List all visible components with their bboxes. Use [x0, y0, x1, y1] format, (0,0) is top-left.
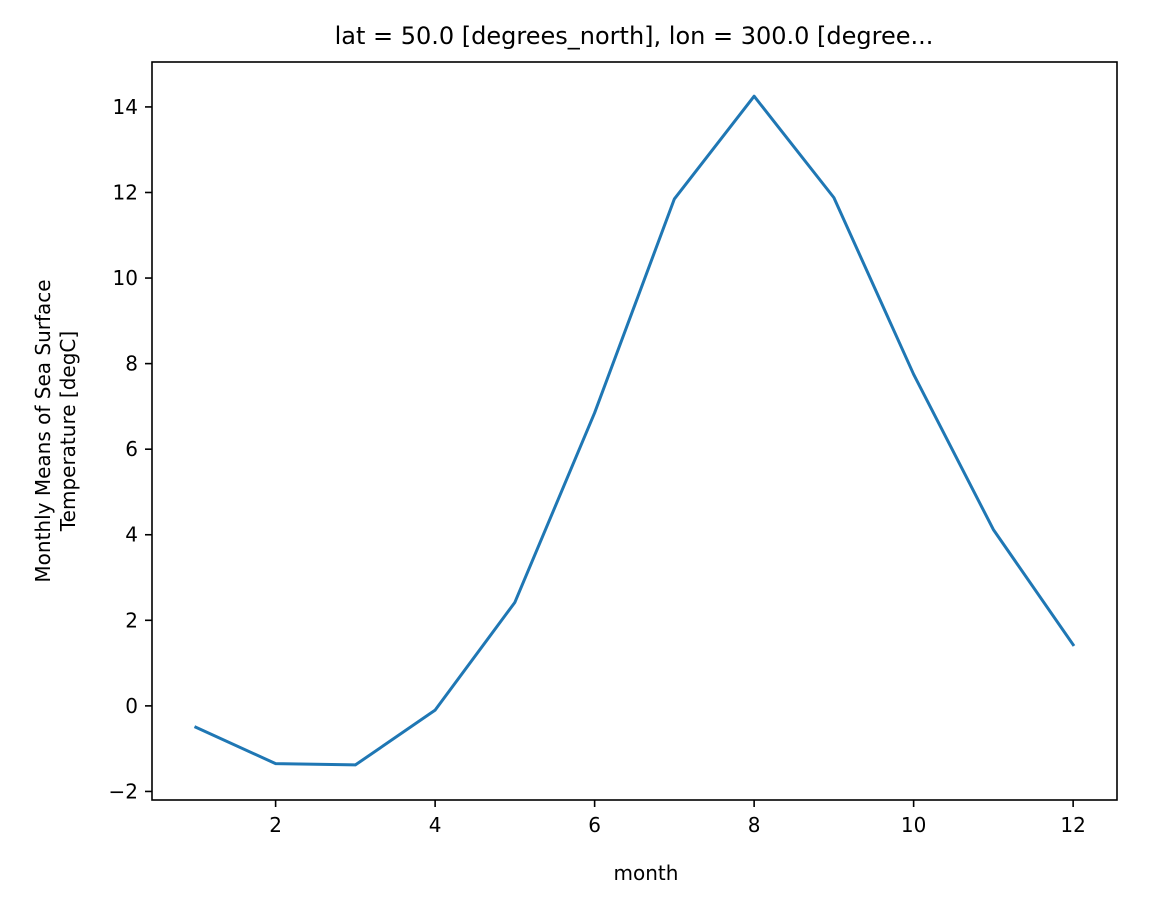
plot-area	[152, 62, 1117, 800]
x-axis-title: month	[614, 861, 679, 885]
x-tick-label: 8	[748, 813, 761, 837]
y-tick-label: 0	[125, 694, 138, 718]
y-tick-label: 8	[125, 352, 138, 376]
x-tick-label: 2	[269, 813, 282, 837]
y-tick-label: 10	[113, 266, 138, 290]
y-axis-ticks: −2 0 2 4 6 8 10 12 14	[109, 95, 152, 803]
y-tick-label: 6	[125, 437, 138, 461]
y-tick-label: 2	[125, 608, 138, 632]
y-axis-title-line-2: Temperature [degC]	[56, 331, 80, 532]
x-tick-label: 4	[429, 813, 442, 837]
axes-frame	[151, 61, 1118, 801]
series-group	[193, 94, 1076, 767]
x-tick-label: 6	[588, 813, 601, 837]
y-tick-label: 12	[113, 180, 138, 204]
series-line-0	[193, 94, 1076, 767]
y-tick-label: 4	[125, 523, 138, 547]
y-axis-title: Monthly Means of Sea Surface Temperature…	[31, 279, 80, 582]
x-tick-label: 10	[901, 813, 926, 837]
chart-title: lat = 50.0 [degrees_north], lon = 300.0 …	[335, 22, 934, 50]
axes-background	[152, 62, 1117, 800]
y-tick-label: 14	[113, 95, 138, 119]
x-tick-label: 12	[1060, 813, 1085, 837]
y-axis-title-line-1: Monthly Means of Sea Surface	[31, 279, 55, 582]
x-axis-ticks: 2 4 6 8 10 12	[269, 800, 1086, 837]
y-tick-label: −2	[109, 779, 138, 803]
